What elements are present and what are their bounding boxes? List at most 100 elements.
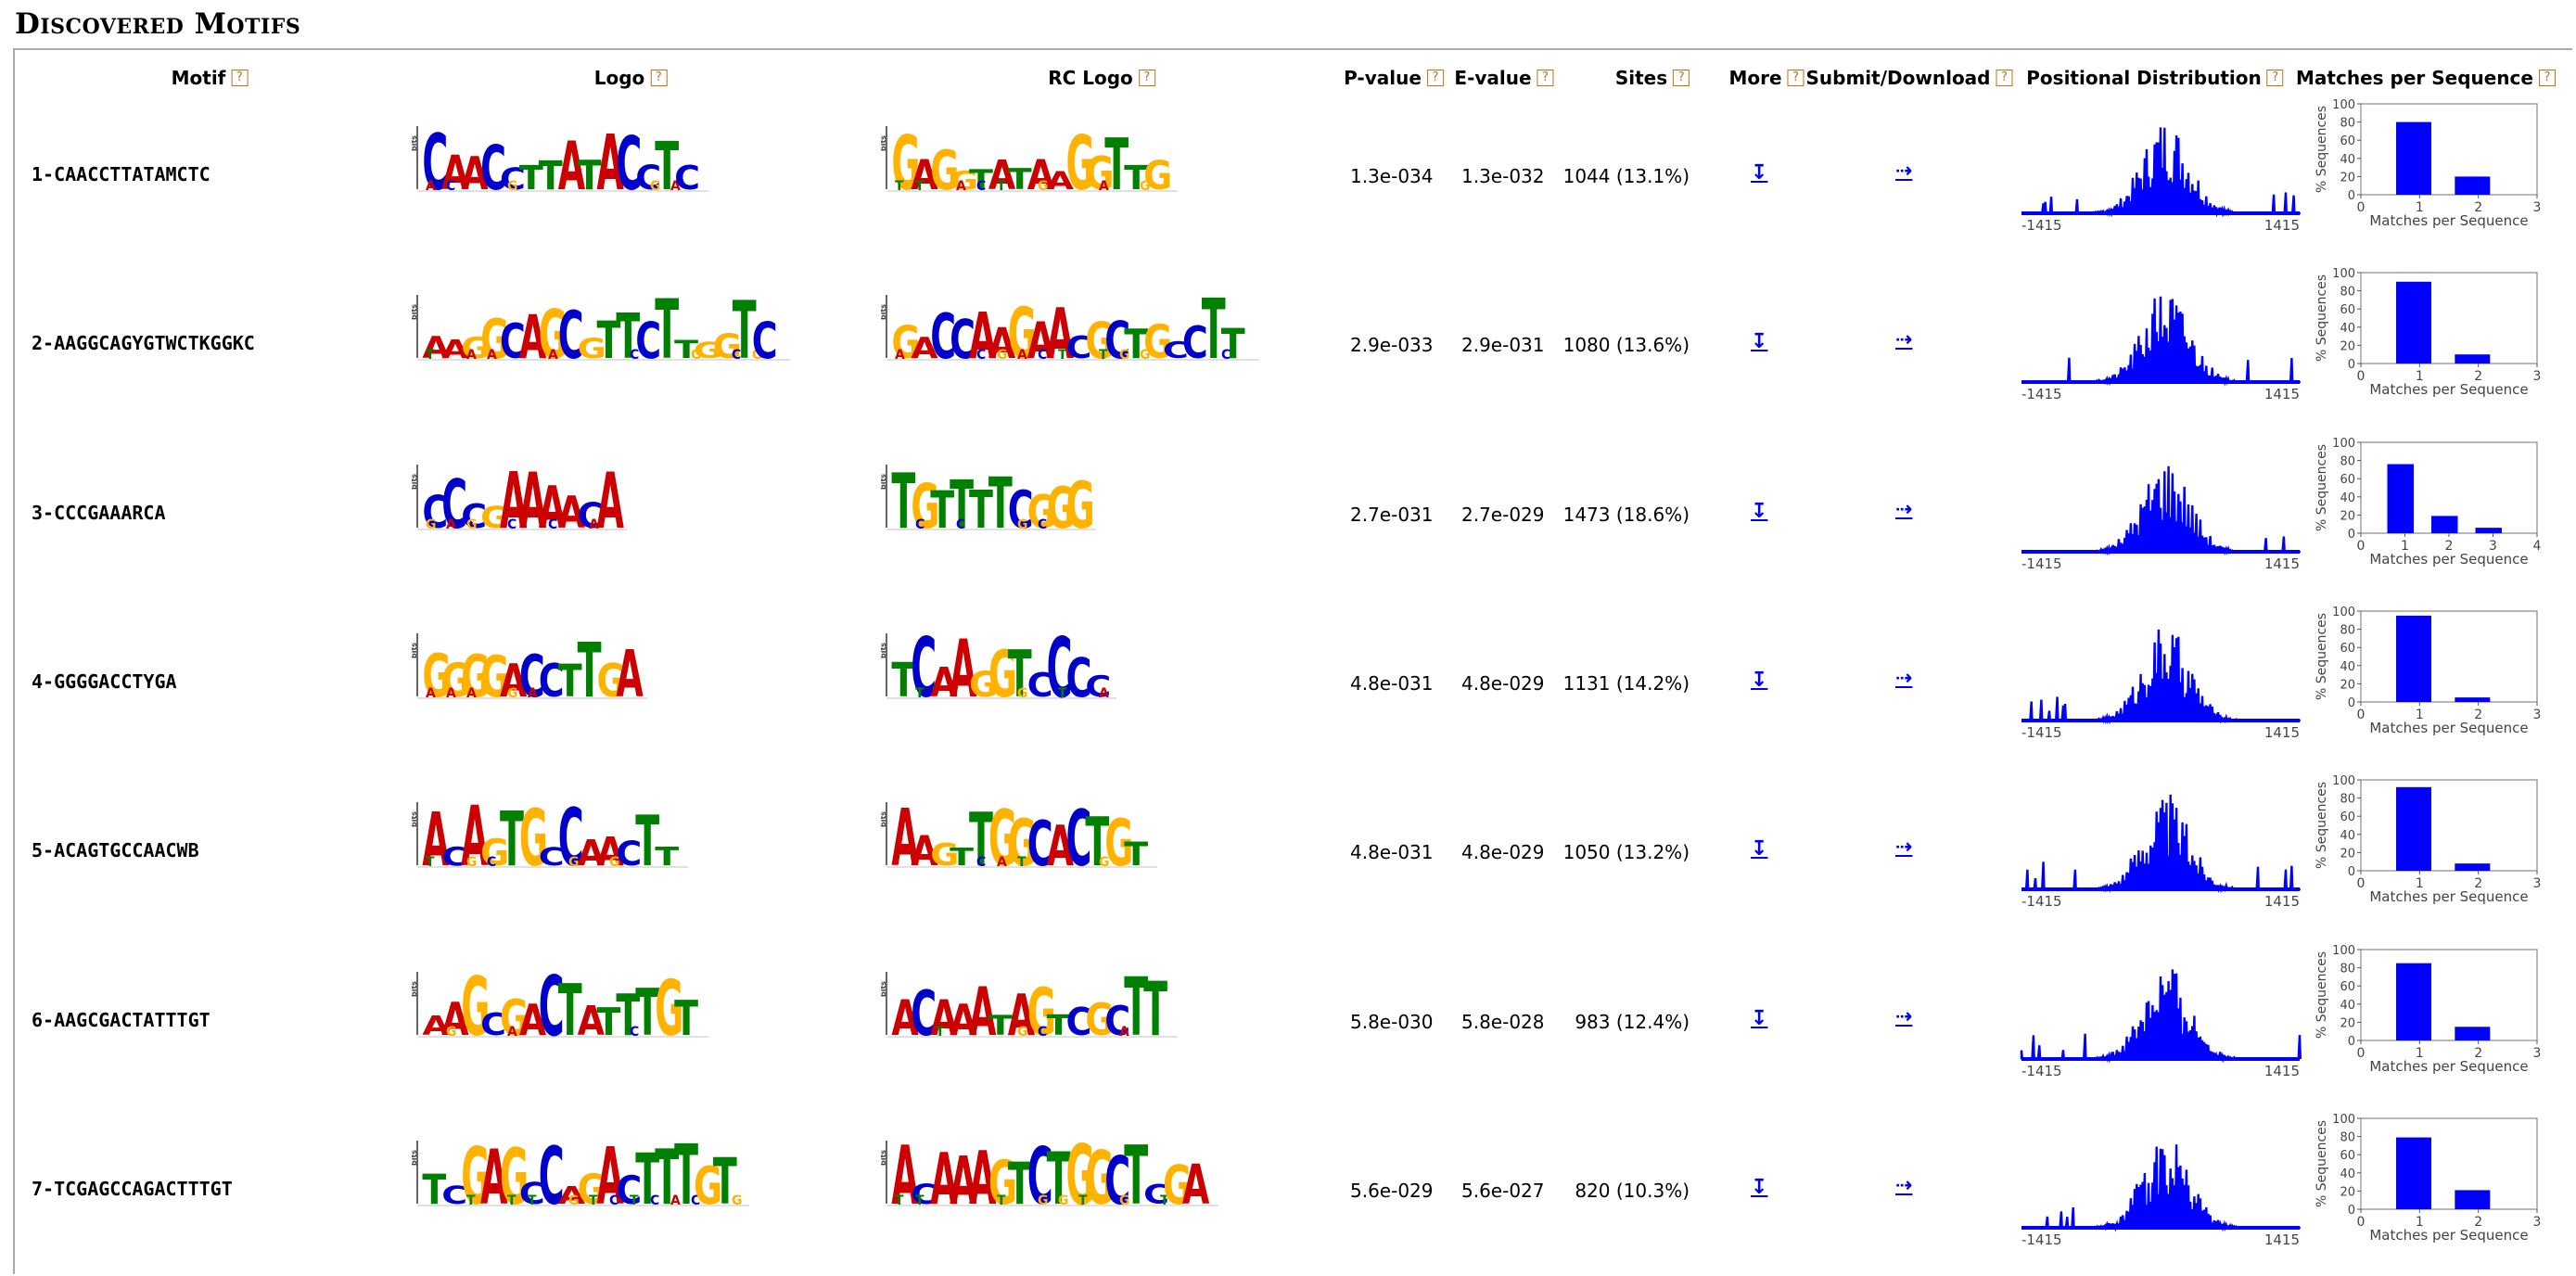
positional-max-label: 1415 — [2264, 1231, 2300, 1248]
matches-ytick-label: 0 — [2348, 696, 2355, 710]
matches-ytick-label: 40 — [2340, 153, 2355, 167]
motif-logo[interactable]: bits G A G A G A G A G C A C T T G A — [410, 626, 657, 714]
submit-dotted-right-arrow-icon[interactable]: ⇢ — [1895, 666, 1913, 690]
help-icon[interactable]: ? — [1426, 70, 1444, 86]
help-icon[interactable]: ? — [1138, 70, 1155, 86]
positional-profile — [2021, 1143, 2301, 1232]
motif-rc-logo[interactable]: bits A T C T A A A G T T C G T G G T G C G T C T G A — [879, 1129, 1228, 1224]
motif-sites: 1044 (13.1%) — [1562, 165, 1690, 187]
logo-letter: C — [616, 121, 642, 202]
logo-letter-minor: A — [426, 686, 436, 701]
logo-letter: T — [558, 657, 582, 708]
logo-letter-minor: G — [1119, 1193, 1130, 1208]
more-download-arrow-icon[interactable]: ↧ — [1751, 837, 1768, 861]
submit-dotted-right-arrow-icon[interactable]: ⇢ — [1895, 497, 1913, 521]
motif-rc-logo[interactable]: bits A A G T T C G A G T C A C T G G T — [879, 794, 1167, 885]
motif-evalue: 5.6e-027 — [1461, 1179, 1545, 1202]
logo-letter-minor: C — [630, 348, 639, 363]
logo-letter: G — [694, 1155, 722, 1217]
submit-dotted-right-arrow-icon[interactable]: ⇢ — [1895, 1004, 1913, 1028]
more-download-arrow-icon[interactable]: ↧ — [1751, 499, 1768, 523]
logo-letter-minor: G — [609, 855, 620, 870]
motif-rc-logo[interactable]: bits G A A C C A C A G G A A C A T C G T C G T G G C C T C T — [879, 282, 1269, 378]
motif-logo[interactable]: bits C G C A C G G A C A A C A C A A — [410, 457, 636, 546]
logo-letter-minor: G — [1119, 348, 1130, 363]
more-download-arrow-icon[interactable]: ↧ — [1751, 161, 1768, 185]
logo-letter: G — [480, 645, 509, 709]
motif-evalue: 2.7e-029 — [1461, 503, 1545, 526]
logo-letter: C — [950, 309, 976, 371]
positional-min-label: -1415 — [2021, 1231, 2062, 1248]
logo-letter: T — [616, 983, 640, 1047]
matches-xtick-label: 0 — [2357, 708, 2366, 722]
help-icon[interactable]: ? — [2538, 70, 2556, 86]
logo-letter-minor: C — [976, 855, 986, 870]
submit-dotted-right-arrow-icon[interactable]: ⇢ — [1895, 1173, 1913, 1197]
header-rc-logo-label: RC Logo — [1048, 67, 1133, 89]
matches-per-sequence-svg: 0 20 40 60 80 100 0 1 2 3 % Sequences Matches per S… — [2315, 606, 2541, 736]
more-download-arrow-icon[interactable]: ↧ — [1751, 1006, 1768, 1030]
logo-letter: A — [441, 334, 469, 364]
motif-evalue: 4.8e-029 — [1461, 671, 1545, 695]
help-icon[interactable]: ? — [1787, 70, 1804, 86]
matches-ytick-label: 0 — [2348, 528, 2355, 542]
matches-xtick-label: 1 — [2416, 708, 2424, 722]
motif-rc-logo[interactable]: bits T C T A A G G T G C C T C C A — [879, 620, 1126, 717]
submit-dotted-right-arrow-icon[interactable]: ⇢ — [1895, 836, 1913, 860]
logo-letter-minor: A — [670, 1193, 681, 1208]
logo-letter-minor: T — [997, 1193, 1006, 1208]
motif-pvalue: 1.3e-034 — [1350, 165, 1434, 187]
logo-axis-label: bits — [412, 643, 418, 658]
logo-letter-minor: G — [466, 517, 478, 532]
help-icon[interactable]: ? — [231, 70, 249, 86]
logo-letter: C — [1104, 1142, 1130, 1217]
logo-letter: G — [1066, 121, 1095, 202]
motif-rc-logo[interactable]: bits G T A T G G A T C A T T A G A G G A T T G G — [879, 119, 1187, 207]
logo-letter-minor: C — [1038, 517, 1047, 532]
motif-logo[interactable]: bits A A G G C G A A C T A T T C T G T — [410, 960, 718, 1055]
logo-letter-minor: C — [609, 1193, 618, 1208]
motif-logo[interactable]: bits A T A G A G A C A G A C G T T C C T T G G G C T G C — [410, 284, 799, 378]
logo-letter: C — [1104, 312, 1130, 371]
matches-bar — [2455, 354, 2491, 364]
motif-rc-logo[interactable]: bits A C A T A A T A G G C T C G C A T T — [879, 960, 1187, 1053]
matches-xtick-label: 1 — [2416, 369, 2424, 384]
logo-letter-minor: C — [487, 855, 496, 870]
motif-row: 2-AAGGCAGYGTWCTKGGKC bits A T A G A G A C A G A C G T T C… — [0, 262, 2576, 430]
logo-letter: T — [1008, 1151, 1032, 1217]
help-icon[interactable]: ? — [2266, 70, 2284, 86]
logo-letter: G — [1143, 152, 1172, 199]
logo-letter: A — [950, 1142, 977, 1217]
help-icon[interactable]: ? — [1996, 70, 2013, 86]
motif-rc-logo[interactable]: bits T G C T T C T T C G G C G G — [879, 457, 1105, 546]
matches-xtick-label: 4 — [2533, 539, 2542, 554]
matches-ytick-label: 60 — [2340, 1149, 2355, 1163]
logo-letter-minor: G — [1058, 1193, 1069, 1208]
more-download-arrow-icon[interactable]: ↧ — [1751, 1175, 1768, 1199]
matches-per-sequence-plot: 0 20 40 60 80 100 0 1 2 3 % Sequences Matches per S… — [2313, 942, 2554, 1085]
motif-row: 7-TCGAGCCAGACTTTGT bits T C G T A G T C T C A G G T A C C T… — [0, 1107, 2576, 1276]
positional-min-label: -1415 — [2021, 217, 2062, 234]
motif-logo[interactable]: bits A T C A G G C T G C C G A A G C T T — [410, 789, 697, 886]
motif-logo[interactable]: bits C A A C A C C G T T A T A C C G T A C — [410, 119, 718, 209]
help-icon[interactable]: ? — [1537, 70, 1554, 86]
help-icon[interactable]: ? — [650, 70, 668, 86]
logo-letter: G — [1027, 486, 1056, 539]
more-download-arrow-icon[interactable]: ↧ — [1751, 668, 1768, 692]
positional-distribution-plot: -1415 1415 — [2016, 780, 2305, 923]
submit-dotted-right-arrow-icon[interactable]: ⇢ — [1895, 160, 1913, 183]
logo-letter: T — [1202, 287, 1226, 371]
logo-letter: G — [441, 655, 470, 708]
logo-letter: G — [1085, 1135, 1114, 1217]
logo-letter-minor: C — [548, 517, 557, 532]
positional-profile — [2021, 297, 2301, 388]
submit-dotted-right-arrow-icon[interactable]: ⇢ — [1895, 328, 1913, 352]
logo-letter-minor: C — [507, 517, 516, 532]
logo-letter-minor: A — [446, 517, 456, 532]
logo-letter: C — [539, 842, 565, 872]
motif-logo[interactable]: bits T C G T A G T C T C A G G T A C C T T C T A T C G T G — [410, 1129, 759, 1224]
help-icon[interactable]: ? — [1673, 70, 1690, 86]
section-title: Discovered Motifs — [15, 7, 301, 41]
more-download-arrow-icon[interactable]: ↧ — [1751, 330, 1768, 354]
